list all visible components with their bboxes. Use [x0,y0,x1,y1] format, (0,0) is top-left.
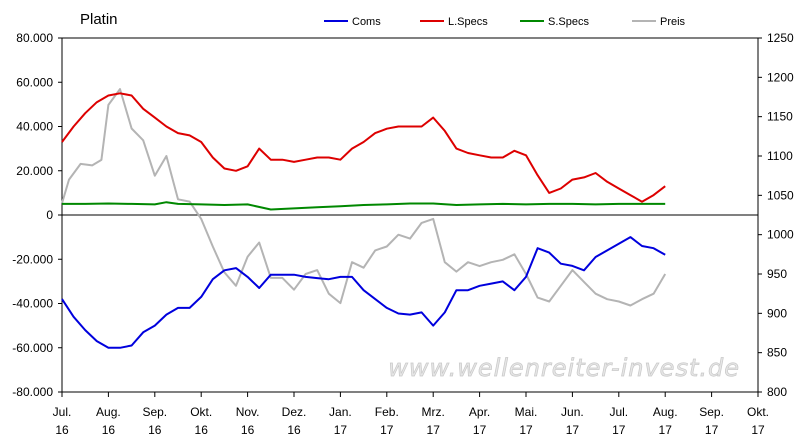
y-left-tick-label: 40.000 [16,120,53,134]
series-line-l-specs [61,92,666,203]
x-tick-label-year: 17 [566,423,580,437]
y-left-tick-label: -80.000 [12,385,53,399]
x-tick-label-year: 17 [519,423,533,437]
x-tick-label-month: Aug. [96,405,121,419]
chart-title: Platin [80,11,118,28]
y-right-tick-label: 1250 [767,31,794,45]
x-tick-label-month: Nov. [236,405,260,419]
x-tick-label-month: Mai. [515,405,538,419]
x-tick-label-month: Mrz. [422,405,445,419]
x-tick-label-year: 16 [195,423,209,437]
x-tick-label-month: Apr. [469,405,490,419]
x-tick-label-year: 17 [427,423,441,437]
y-right-tick-label: 1050 [767,188,794,202]
x-tick-label-year: 16 [102,423,116,437]
x-tick-label-month: Okt. [747,405,769,419]
y-right-tick-label: 900 [767,306,787,320]
x-tick-label-month: Jun. [561,405,584,419]
legend-label-l-specs: L.Specs [448,16,488,28]
y-right-tick-label: 1150 [767,110,793,124]
x-tick-label-year: 16 [148,423,162,437]
y-right-tick-label: 950 [767,267,787,281]
x-tick-label-year: 17 [334,423,348,437]
series-line-preis [61,88,667,307]
y-right-tick-label: 1200 [767,70,794,84]
y-left-tick-label: -20.000 [12,252,53,266]
y-left-tick-label: -60.000 [12,341,53,355]
x-tick-label-year: 17 [751,423,765,437]
series-line-coms [61,236,666,349]
x-tick-label-year: 16 [287,423,301,437]
x-tick-label-month: Jul. [609,405,628,419]
x-tick-label-month: Sep. [142,405,167,419]
x-tick-label-year: 17 [380,423,394,437]
x-tick-label-month: Okt. [190,405,212,419]
x-tick-label-year: 17 [612,423,626,437]
x-tick-label-month: Aug. [653,405,678,419]
x-tick-label-year: 17 [473,423,487,437]
y-left-tick-label: 80.000 [16,31,53,45]
x-tick-label-year: 17 [705,423,719,437]
y-left-tick-label: -40.000 [12,297,53,311]
y-right-tick-label: 800 [767,385,787,399]
y-right-tick-label: 1100 [767,149,793,163]
x-tick-label-month: Dez. [282,405,307,419]
legend-label-preis: Preis [660,16,686,28]
x-tick-label-year: 16 [55,423,69,437]
series-line-s-specs [62,201,666,211]
legend-label-s-specs: S.Specs [548,16,589,28]
y-right-tick-label: 850 [767,346,787,360]
y-left-tick-label: 60.000 [16,75,53,89]
y-right-tick-label: 1000 [767,228,794,242]
watermark-text: www.wellenreiter-invest.de [388,354,740,382]
legend-label-coms: Coms [352,16,381,28]
x-tick-label-month: Sep. [699,405,724,419]
x-tick-label-year: 17 [659,423,673,437]
y-left-tick-label: 20.000 [16,164,53,178]
x-tick-label-month: Jan. [329,405,352,419]
x-tick-label-month: Feb. [375,405,399,419]
x-tick-label-month: Jul. [53,405,72,419]
y-left-tick-label: 0 [46,208,53,222]
x-tick-label-year: 16 [241,423,255,437]
